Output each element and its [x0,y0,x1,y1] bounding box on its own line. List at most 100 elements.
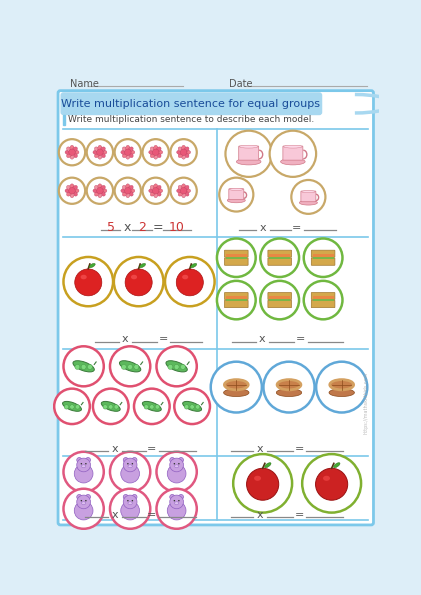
Ellipse shape [129,189,135,193]
Circle shape [143,178,169,204]
FancyBboxPatch shape [61,93,322,114]
Circle shape [97,187,103,194]
Circle shape [64,488,104,529]
Ellipse shape [178,147,183,152]
Circle shape [64,405,69,409]
Circle shape [132,494,137,499]
Text: =: = [147,444,157,454]
Circle shape [115,139,141,165]
Ellipse shape [70,184,74,190]
Ellipse shape [283,145,302,148]
Circle shape [85,500,87,502]
Circle shape [152,149,159,155]
Text: 2: 2 [138,221,146,234]
Text: x: x [121,334,128,345]
Bar [226,296,247,299]
Circle shape [179,458,184,462]
Ellipse shape [128,186,133,190]
Circle shape [114,257,163,306]
Circle shape [64,257,113,306]
Circle shape [75,269,102,296]
Circle shape [85,458,91,462]
Circle shape [170,495,184,509]
Circle shape [176,269,203,296]
Ellipse shape [157,150,163,154]
Text: x: x [123,221,131,234]
Ellipse shape [95,153,99,158]
Circle shape [85,463,87,465]
Ellipse shape [72,153,77,158]
Text: x: x [111,444,118,454]
Circle shape [110,452,150,492]
Circle shape [127,500,129,502]
Ellipse shape [178,153,183,158]
Circle shape [165,257,215,306]
Circle shape [152,187,159,194]
Ellipse shape [181,145,186,151]
Ellipse shape [95,186,99,190]
Ellipse shape [224,380,248,390]
Circle shape [125,187,131,194]
Circle shape [316,468,348,500]
Ellipse shape [178,186,183,190]
Circle shape [143,139,169,165]
Circle shape [260,281,299,320]
Ellipse shape [101,189,107,193]
Circle shape [77,458,91,472]
Ellipse shape [178,191,183,196]
Text: Name: Name [69,80,99,89]
Ellipse shape [126,145,130,151]
Circle shape [316,362,367,412]
Ellipse shape [154,184,158,190]
Circle shape [180,187,187,194]
Circle shape [127,463,129,465]
Circle shape [85,494,91,499]
Circle shape [190,405,195,409]
Text: =: = [147,510,157,520]
Ellipse shape [264,463,271,468]
Ellipse shape [70,145,74,151]
Circle shape [157,346,197,386]
Circle shape [179,494,184,499]
Ellipse shape [70,192,74,198]
Circle shape [123,458,137,472]
Ellipse shape [98,192,102,198]
Text: =: = [292,223,301,233]
FancyBboxPatch shape [224,258,248,265]
Circle shape [123,494,128,499]
FancyBboxPatch shape [301,191,316,202]
Ellipse shape [156,186,161,190]
Ellipse shape [181,154,186,159]
Ellipse shape [70,154,74,159]
Ellipse shape [299,201,317,205]
Ellipse shape [329,389,354,396]
Ellipse shape [72,186,77,190]
Ellipse shape [67,147,72,152]
Ellipse shape [150,153,155,158]
Circle shape [180,365,185,369]
Circle shape [121,365,126,369]
FancyBboxPatch shape [283,146,303,160]
Ellipse shape [98,145,102,151]
Ellipse shape [166,361,187,372]
Ellipse shape [181,192,186,198]
Text: Date: Date [229,80,253,89]
Circle shape [233,454,292,513]
Ellipse shape [157,189,163,193]
Bar [226,299,247,301]
FancyBboxPatch shape [311,250,335,257]
FancyBboxPatch shape [268,293,291,299]
Ellipse shape [224,389,249,396]
Text: =: = [296,334,305,345]
Circle shape [87,139,113,165]
Circle shape [70,405,74,409]
Circle shape [128,365,133,369]
Ellipse shape [100,191,105,196]
Ellipse shape [149,189,155,193]
Circle shape [226,131,272,177]
Circle shape [81,463,82,465]
Ellipse shape [182,275,188,279]
Ellipse shape [72,147,77,152]
Circle shape [134,365,139,369]
Ellipse shape [73,150,79,154]
